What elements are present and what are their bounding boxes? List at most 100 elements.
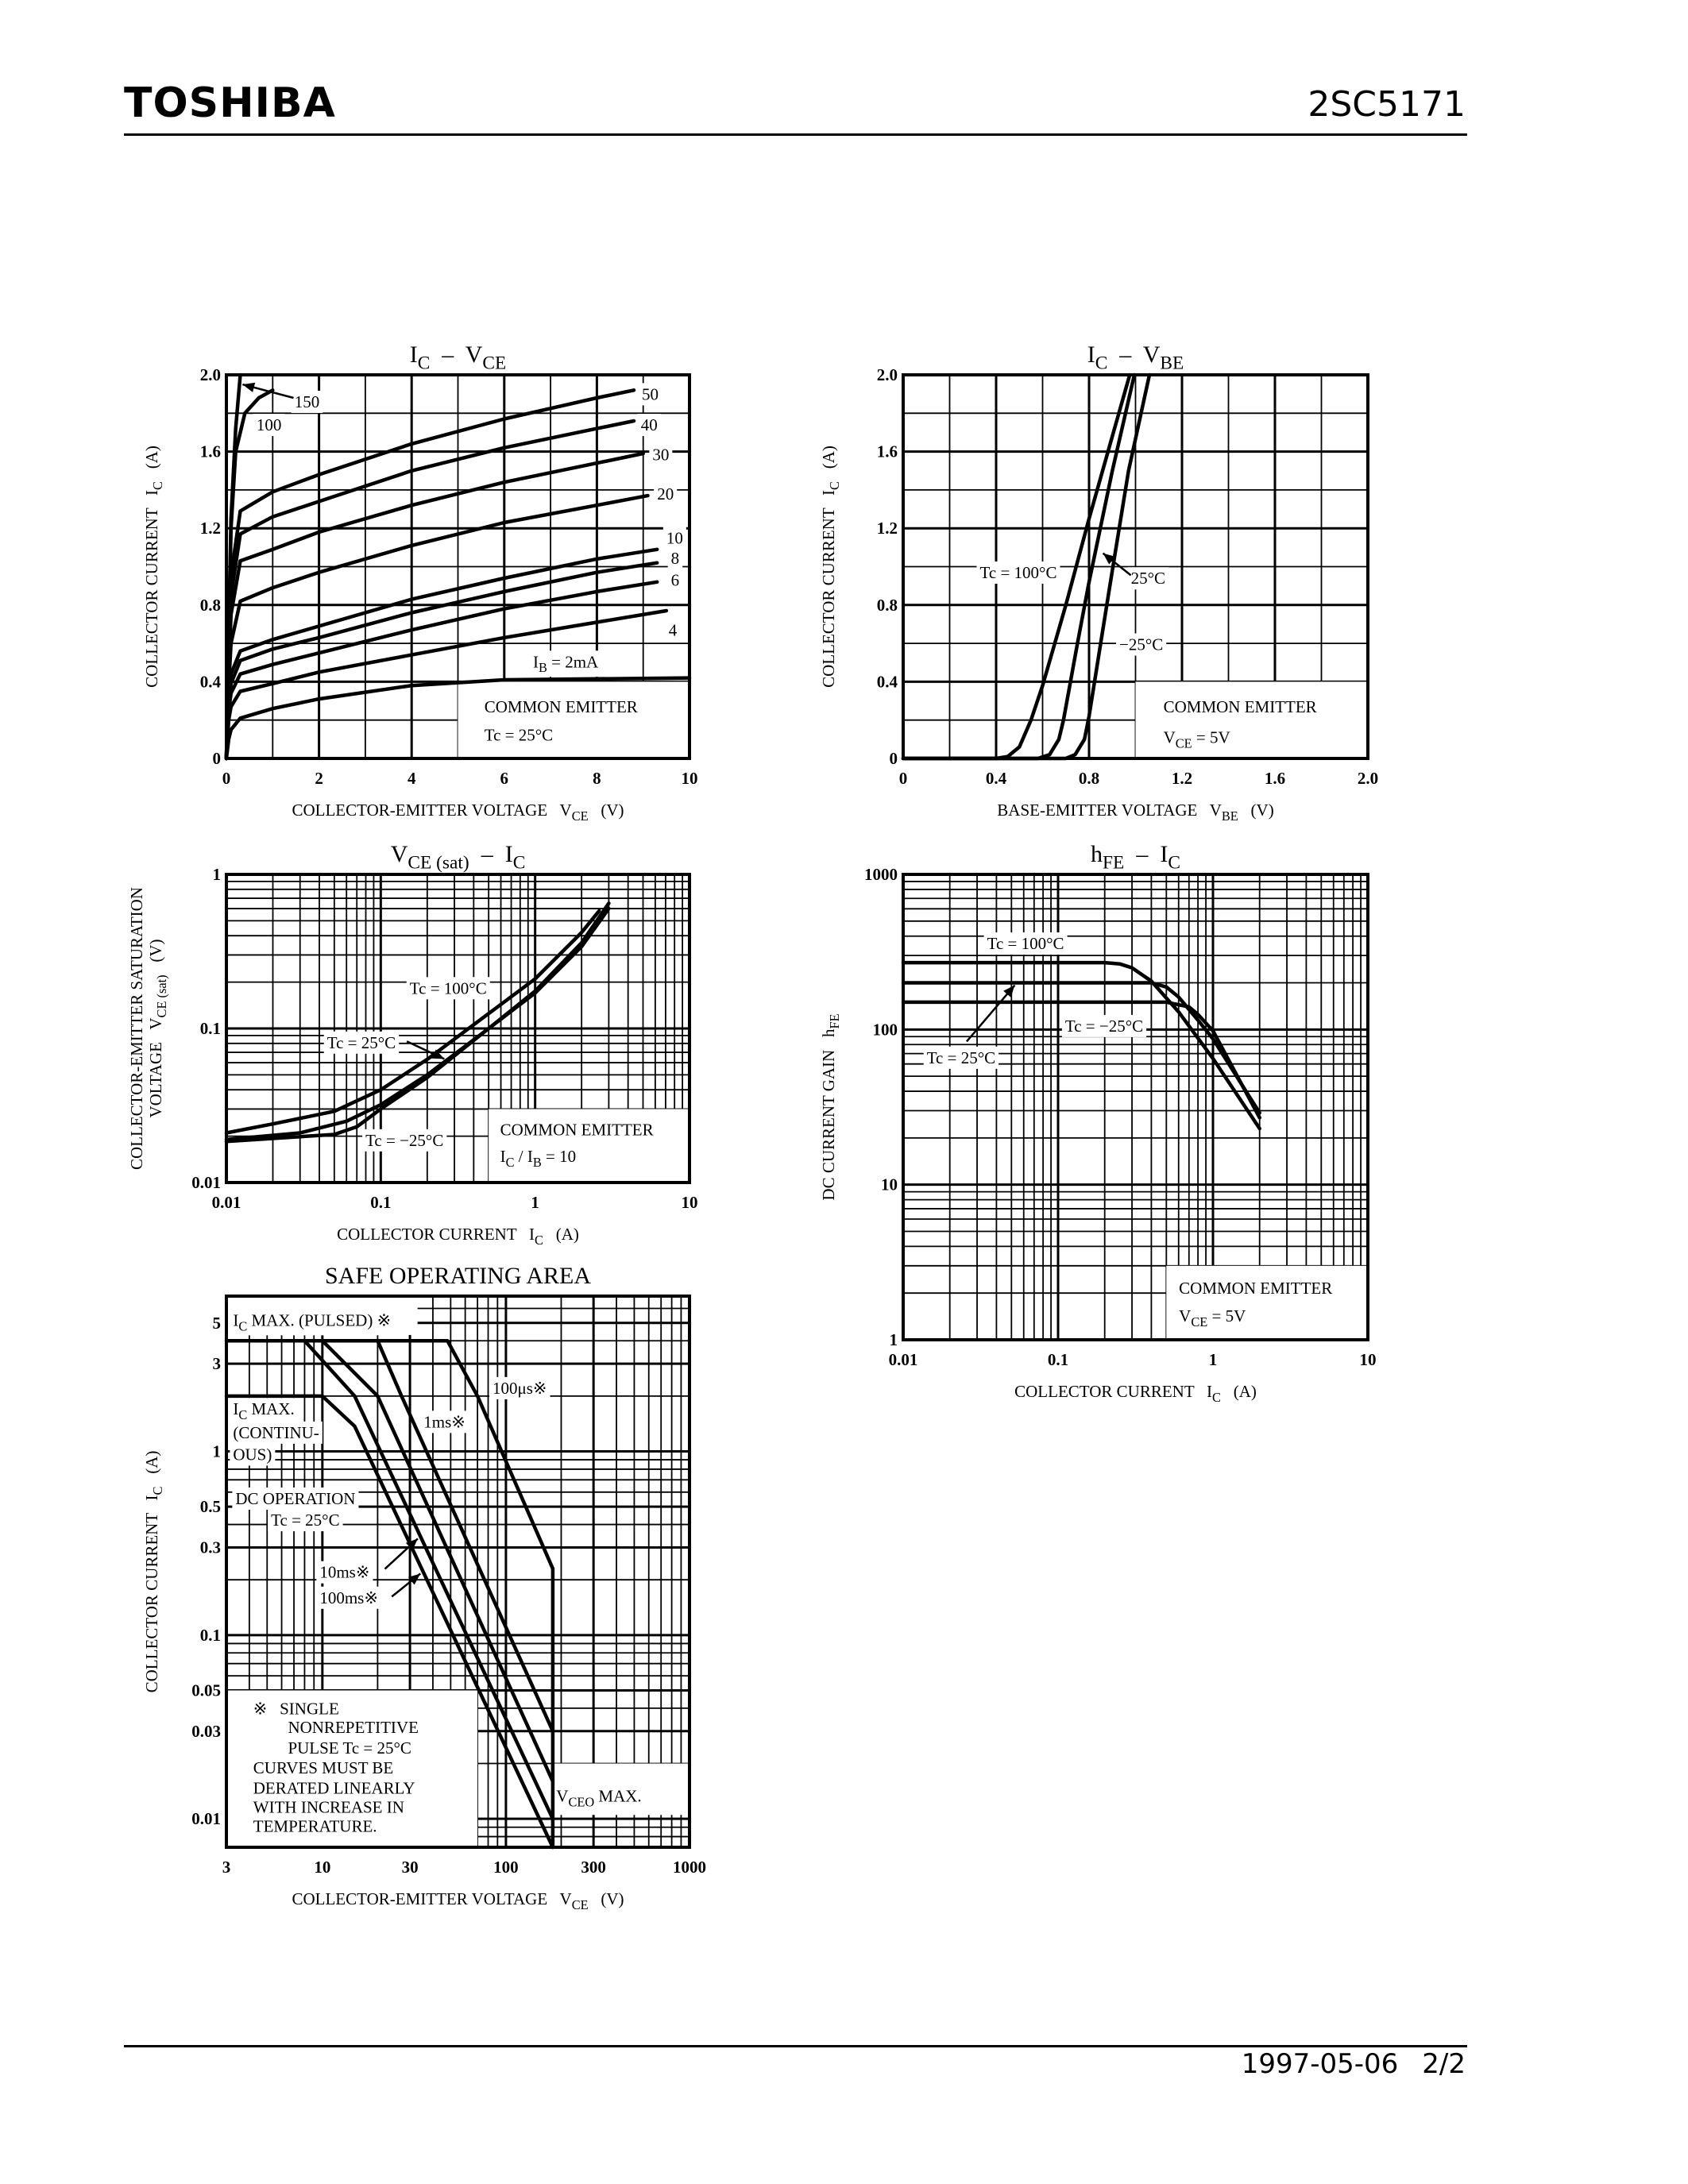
annotation-label-part: 150 [295, 392, 320, 411]
annotation-label-part: COMMON EMITTER [1179, 1279, 1332, 1298]
annotation-background [291, 391, 323, 414]
annotation-label: 100μs※ [492, 1379, 547, 1398]
y-tick-label: 1.2 [200, 519, 221, 538]
label-backgrounds [323, 977, 657, 1171]
safe-operating-area-chart: 3 10 30 100 300 1000 0.01 0.03 0.05 0.1 0.3 0.5 1 3 5 S… [142, 1263, 706, 1912]
x-tick-label: 300 [581, 1858, 606, 1877]
annotation-background [1176, 1277, 1336, 1300]
annotation-label: OUS) [233, 1445, 272, 1464]
annotation-background [667, 569, 683, 592]
x-tick-label: 4 [408, 769, 416, 788]
y-axis-label-part: (V) [146, 939, 165, 974]
annotation-label-part: I [533, 652, 539, 671]
series-curve-2 [224, 906, 611, 1144]
label-backgrounds [976, 561, 1320, 753]
chart-title-part: – I [469, 841, 513, 867]
x-tick-label: 8 [593, 769, 601, 788]
annotation-label: IC / IB = 10 [500, 1147, 577, 1170]
y-tick-label: 0.5 [200, 1497, 221, 1516]
annotation-label-part: COMMON EMITTER [500, 1120, 654, 1139]
plot-frame [902, 373, 1369, 760]
annotation-label-part: −25°C [1119, 635, 1163, 654]
annotation-background [1176, 1305, 1250, 1331]
annotation-label-part: 20 [657, 484, 674, 504]
annotation-background [1160, 726, 1234, 753]
x-tick-label: 1.6 [1265, 769, 1285, 788]
y-tick-label: 1 [213, 865, 222, 884]
annotation-background [323, 1031, 400, 1054]
x-tick-label: 0.4 [986, 769, 1007, 788]
annotation-label-part: 10ms※ [319, 1563, 369, 1582]
x-tick-label: 1 [1209, 1350, 1218, 1369]
series-curve-2 [901, 1000, 1261, 1120]
annotation-label-part: 25°C [1131, 569, 1165, 588]
annotation-label: DERATED LINEARLY [253, 1779, 415, 1798]
annotation-label: IC MAX. (PULSED) ※ [233, 1310, 391, 1333]
series-curve-10 [224, 372, 242, 761]
annotation-background [638, 383, 662, 406]
arrow-icon [965, 984, 1016, 1043]
annotation-label: COMMON EMITTER [500, 1120, 654, 1139]
y-tick-label: 0.4 [200, 672, 222, 691]
x-axis-label: COLLECTOR-EMITTER VOLTAGE VCE (V) [292, 1889, 624, 1912]
labels: 0 0.4 0.8 1.2 1.6 2.000.40.81.21.62.0IC – VBE… [819, 341, 1378, 824]
annotation-background [230, 1443, 276, 1466]
x-tick-label: 0.8 [1079, 769, 1099, 788]
x-axis-label-part: CE [572, 1897, 589, 1912]
annotation-background [665, 619, 681, 642]
toshiba-logo: TOSHIBA [124, 79, 336, 127]
series-curve-1 [376, 1338, 555, 1734]
chart-title-part: – V [1107, 341, 1160, 368]
footer-page: 2/2 [1422, 2048, 1466, 2080]
annotation-background [667, 546, 683, 569]
annotation-label-part: Tc = −25°C [1065, 1017, 1143, 1036]
annotation-label: Tc = 25°C [927, 1048, 995, 1067]
x-tick-label: 10 [314, 1858, 330, 1877]
chart-title-part: C [418, 353, 431, 373]
annotation-label-part: OUS) [233, 1445, 272, 1464]
annotation-background [316, 1561, 373, 1584]
annotation-label-part: Tc = 100°C [410, 978, 487, 997]
y-tick-label: 0.03 [191, 1722, 221, 1741]
annotation-label-part: C [238, 1318, 247, 1333]
annotation-label: IB = 2mA [533, 652, 599, 675]
annotation-label: IC MAX. [233, 1399, 294, 1422]
y-axis-label-part: (A) [819, 446, 838, 481]
x-axis-label-part: BASE-EMITTER VOLTAGE V [997, 801, 1222, 820]
x-axis-label-part: BE [1222, 808, 1238, 824]
annotation-label-part: / I [514, 1147, 532, 1166]
annotation-background [230, 1398, 298, 1425]
label-backgrounds [230, 1309, 645, 1838]
annotation-label-part: B [539, 660, 547, 675]
y-tick-label: 0.1 [200, 1019, 221, 1038]
annotation-background [976, 561, 1060, 584]
annotation-label: 6 [671, 571, 680, 590]
annotation-label-part: MAX. [594, 1787, 642, 1806]
annotation-label-part: 10 [666, 529, 683, 548]
annotation-label-part: 50 [642, 384, 659, 403]
annotation-label-part: CEO [568, 1794, 594, 1809]
y-tick-label: 0.01 [191, 1809, 221, 1828]
chart-title-part: C [1168, 852, 1180, 873]
y-axis-label: VOLTAGE VCE (sat) (V) [146, 939, 169, 1117]
annotation-label: 40 [641, 415, 658, 434]
annotation-background [249, 1815, 380, 1838]
annotation-label-part: MAX. (PULSED) ※ [247, 1310, 391, 1329]
annotation-label: −25°C [1119, 635, 1163, 654]
chart-title-part: h [1091, 841, 1103, 867]
ic-vbe-chart: 0 0.4 0.8 1.2 1.6 2.000.40.81.21.62.0IC – VBE… [819, 341, 1378, 824]
y-axis-label-part: (A) [142, 1451, 161, 1487]
annotation-label-part: 8 [671, 549, 680, 568]
footer-date: 1997-05-06 [1241, 2048, 1399, 2080]
annotation-label-part: 6 [671, 571, 680, 590]
x-tick-label: 1 [531, 1193, 539, 1212]
y-axis-label-part: COLLECTOR CURRENT I [142, 490, 161, 688]
annotation-background [923, 1046, 999, 1069]
chart-title: IC – VBE [1087, 341, 1184, 373]
y-tick-label: 0.1 [200, 1626, 221, 1645]
y-axis-label-part: DC CURRENT GAIN h [819, 1028, 838, 1201]
x-axis-label-part: (V) [589, 1889, 624, 1908]
annotation-label-part: 100ms※ [319, 1588, 378, 1607]
